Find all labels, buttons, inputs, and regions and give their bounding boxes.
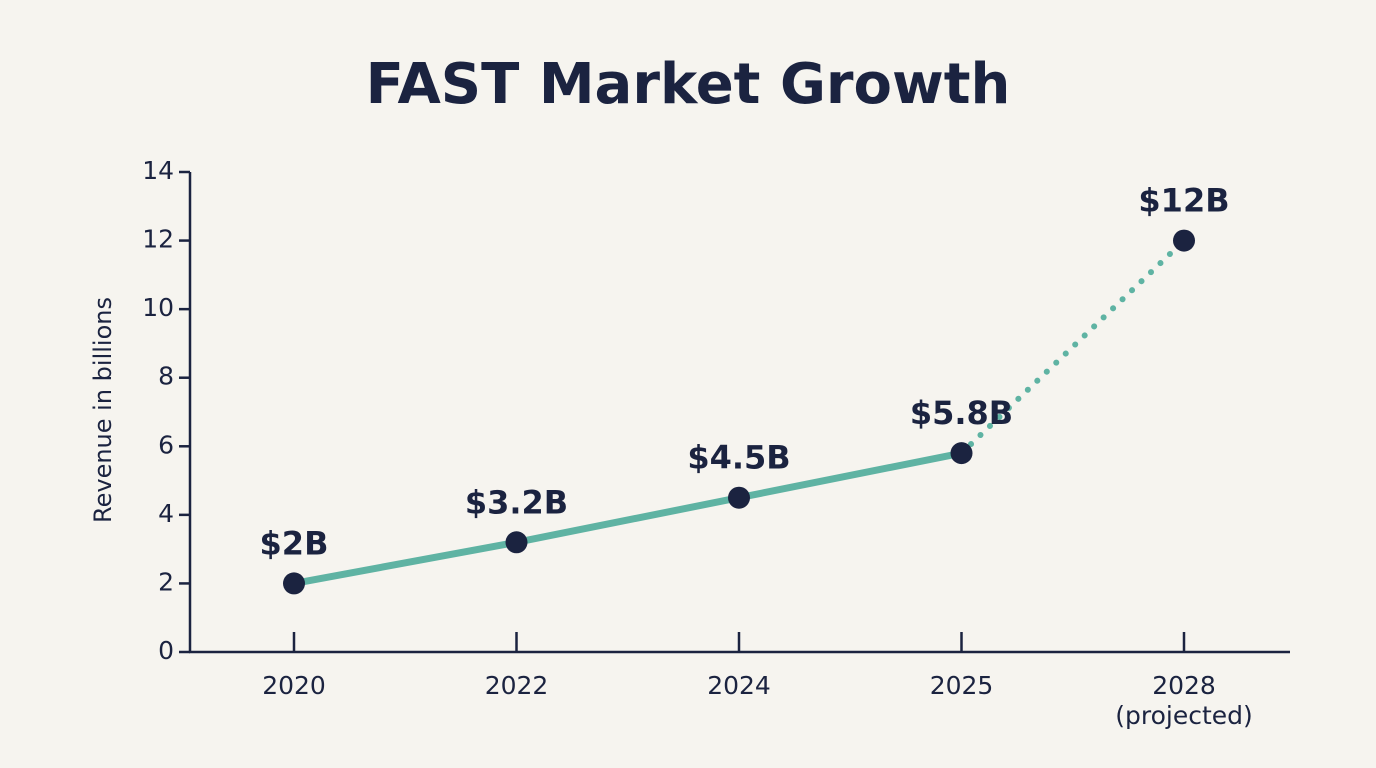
data-label: $3.2B [465,483,568,521]
y-tick-label: 0 [158,636,174,665]
y-tick-label: 4 [158,499,174,528]
chart-title: FAST Market Growth [366,52,1011,117]
data-point [505,531,528,554]
y-tick-label: 6 [158,430,174,459]
x-tick-label: 2020 [262,671,326,700]
y-tick-label: 14 [142,156,174,185]
data-label: $4.5B [687,439,790,477]
data-point [1173,229,1195,252]
y-axis-label: Revenue in billions [89,297,117,523]
data-point [728,486,750,509]
x-tick-label: 2025 [929,671,994,700]
y-tick-label: 10 [142,293,174,322]
x-tick-label: 2028 (projected) [1115,671,1253,730]
line [290,449,965,587]
y-tick-label: 2 [158,567,174,596]
data-label: $2B [260,524,329,562]
data-point [950,442,973,465]
x-tick-label: 2024 [707,671,771,700]
y-tick-label: 8 [158,362,174,391]
projected-line [958,237,1187,457]
data-label: $12B [1138,182,1229,220]
data-point [283,572,305,595]
data-label: $5.8B [910,394,1013,432]
y-tick-label: 12 [142,225,174,254]
x-tick-label: 2022 [484,671,549,700]
